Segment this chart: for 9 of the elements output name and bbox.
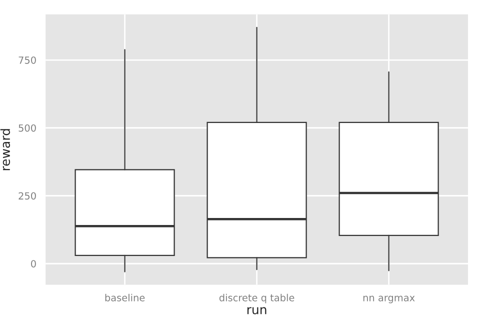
y-axis-title: reward (0, 129, 10, 170)
y-tick-label: 500 (18, 124, 36, 132)
y-tick-label: 250 (18, 192, 36, 200)
y-tick-label: 0 (31, 260, 36, 268)
x-tick-label: baseline (105, 294, 145, 302)
x-axis-title: run (247, 307, 266, 314)
y-tick-label: 750 (18, 56, 36, 64)
x-tick-label: nn argmax (363, 296, 415, 304)
x-tick-label: discrete q table (219, 294, 294, 304)
